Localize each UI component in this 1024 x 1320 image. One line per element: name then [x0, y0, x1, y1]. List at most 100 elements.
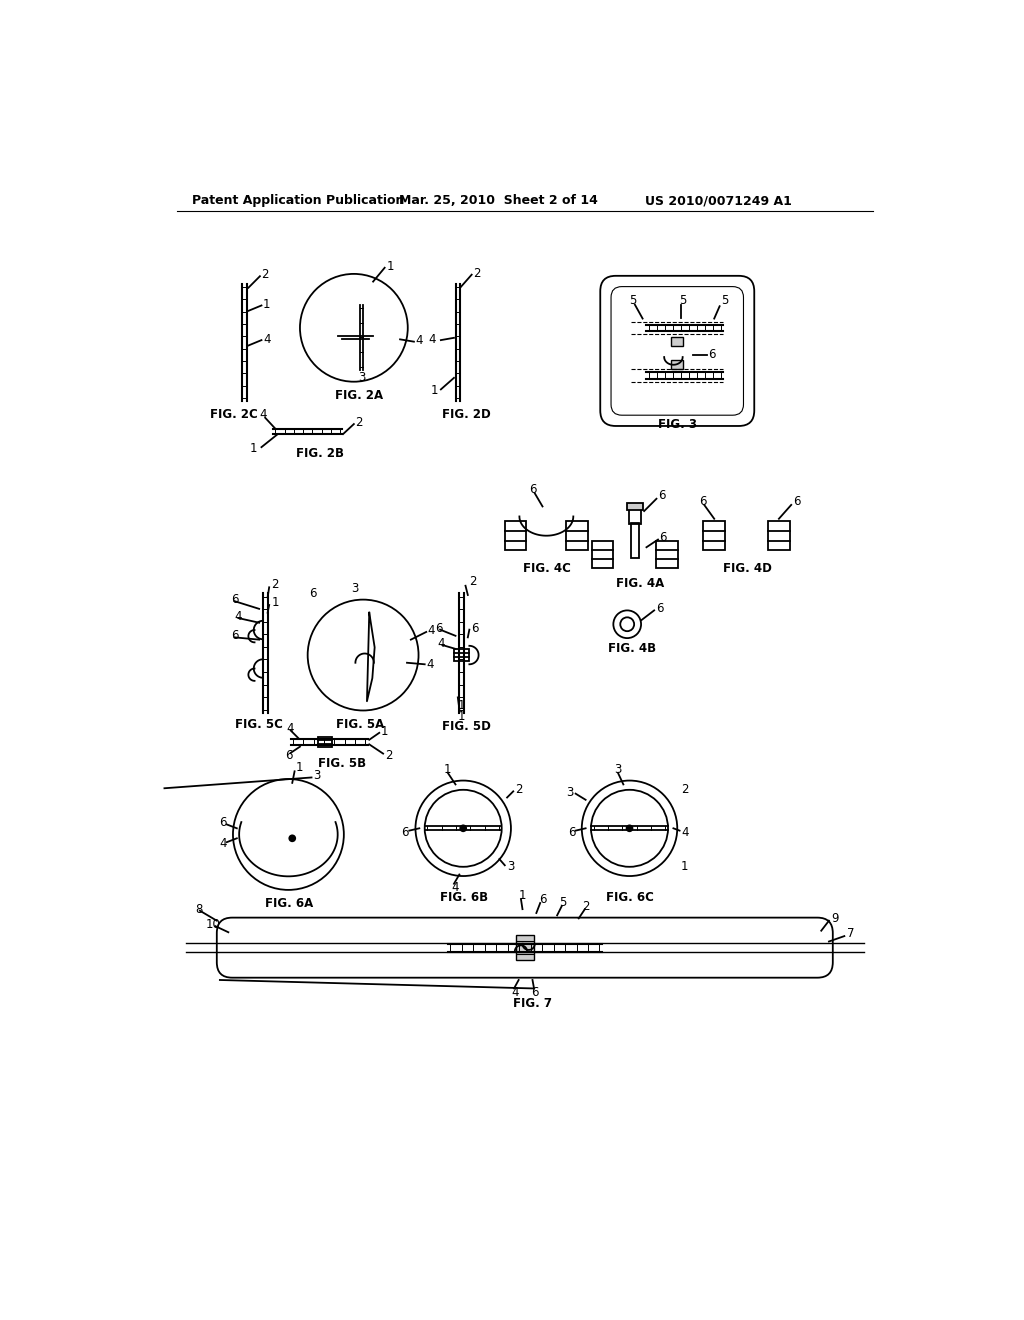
Text: 4: 4 [681, 825, 688, 838]
Text: 1: 1 [431, 384, 438, 397]
Text: 1: 1 [458, 710, 465, 723]
Text: 1: 1 [444, 763, 452, 776]
Text: 1: 1 [458, 698, 465, 711]
Text: 6: 6 [531, 986, 539, 999]
Text: FIG. 2B: FIG. 2B [296, 446, 344, 459]
Bar [671, 360, 683, 370]
Text: 1: 1 [681, 861, 688, 874]
Text: FIG. 2A: FIG. 2A [335, 389, 383, 403]
Text: 6: 6 [568, 825, 575, 838]
Text: 4: 4 [426, 657, 434, 671]
Text: FIG. 5D: FIG. 5D [442, 721, 492, 733]
Text: 6: 6 [708, 348, 716, 362]
Text: FIG. 6B: FIG. 6B [440, 891, 488, 904]
Text: Mar. 25, 2010  Sheet 2 of 14: Mar. 25, 2010 Sheet 2 of 14 [398, 194, 597, 207]
Text: 8: 8 [196, 903, 203, 916]
Text: 7: 7 [847, 927, 854, 940]
Text: 4: 4 [429, 333, 436, 346]
Bar [318, 737, 333, 747]
Text: FIG. 5A: FIG. 5A [336, 718, 384, 731]
Text: FIG. 2D: FIG. 2D [442, 408, 492, 421]
Text: 5: 5 [559, 896, 567, 909]
Text: 6: 6 [471, 622, 478, 635]
Text: FIG. 6A: FIG. 6A [265, 898, 313, 911]
Text: 6: 6 [698, 495, 707, 508]
Text: 6: 6 [230, 630, 239, 643]
Text: 4: 4 [263, 333, 270, 346]
Bar [631, 524, 639, 558]
Text: 1: 1 [381, 725, 388, 738]
Bar [515, 936, 535, 960]
Text: 1: 1 [296, 760, 303, 774]
Text: 4: 4 [428, 624, 435, 638]
Text: 1: 1 [386, 260, 393, 273]
Bar [671, 337, 683, 346]
Text: 5: 5 [630, 294, 637, 308]
Text: 10: 10 [205, 917, 220, 931]
Bar [505, 521, 526, 550]
Circle shape [626, 825, 634, 832]
Bar [768, 521, 790, 550]
Text: 2: 2 [473, 267, 480, 280]
Text: 6: 6 [539, 894, 546, 907]
Text: 1: 1 [263, 298, 270, 312]
Text: 2: 2 [355, 416, 362, 429]
Text: 2: 2 [681, 783, 688, 796]
Text: 4: 4 [437, 638, 444, 649]
Text: FIG. 4C: FIG. 4C [523, 561, 571, 574]
Bar [566, 521, 588, 550]
Text: 3: 3 [357, 371, 366, 384]
Text: FIG. 4A: FIG. 4A [615, 577, 664, 590]
Text: 3: 3 [507, 861, 514, 874]
Text: 6: 6 [286, 748, 293, 762]
Text: 6: 6 [230, 593, 239, 606]
Text: 1: 1 [250, 442, 257, 455]
Text: 2: 2 [261, 268, 269, 281]
Text: 9: 9 [831, 912, 839, 925]
Text: 1: 1 [518, 888, 526, 902]
Bar [703, 521, 725, 550]
Text: 4: 4 [452, 880, 459, 894]
Text: 6: 6 [658, 490, 666, 502]
Text: US 2010/0071249 A1: US 2010/0071249 A1 [645, 194, 792, 207]
Text: 6: 6 [655, 602, 664, 615]
Text: 3: 3 [566, 785, 573, 799]
Text: 6: 6 [435, 622, 442, 635]
Text: 6: 6 [219, 816, 226, 829]
Text: 3: 3 [614, 763, 622, 776]
Text: 6: 6 [793, 495, 801, 508]
Text: FIG. 7: FIG. 7 [513, 997, 552, 1010]
Text: 2: 2 [385, 748, 392, 762]
Bar [628, 503, 643, 510]
Text: FIG. 5C: FIG. 5C [234, 718, 283, 731]
Text: 1: 1 [271, 597, 279, 610]
Text: 2: 2 [515, 783, 522, 796]
Circle shape [460, 825, 467, 832]
Text: 4: 4 [511, 986, 518, 999]
Text: FIG. 5B: FIG. 5B [317, 758, 366, 770]
Text: 4: 4 [416, 334, 423, 347]
Bar [454, 649, 469, 661]
Text: 6: 6 [529, 483, 537, 496]
Text: 2: 2 [271, 578, 279, 591]
Bar [656, 541, 678, 569]
Text: FIG. 3: FIG. 3 [658, 418, 697, 430]
Text: 4: 4 [259, 408, 266, 421]
Text: 2: 2 [469, 576, 477, 589]
Text: 3: 3 [351, 582, 359, 594]
Text: 4: 4 [219, 837, 226, 850]
Text: 6: 6 [401, 825, 410, 838]
Text: 6: 6 [659, 531, 667, 544]
Text: 4: 4 [287, 722, 294, 735]
Text: FIG. 6C: FIG. 6C [606, 891, 654, 904]
Text: 2: 2 [583, 899, 590, 912]
Text: FIG. 2C: FIG. 2C [210, 408, 258, 421]
Text: 5: 5 [679, 294, 686, 308]
Text: 4: 4 [234, 610, 242, 623]
Text: Patent Application Publication: Patent Application Publication [193, 194, 404, 207]
Text: 3: 3 [313, 768, 321, 781]
Text: 5: 5 [721, 294, 728, 308]
Text: 6: 6 [309, 587, 316, 601]
Bar [592, 541, 613, 569]
Bar [629, 506, 641, 524]
